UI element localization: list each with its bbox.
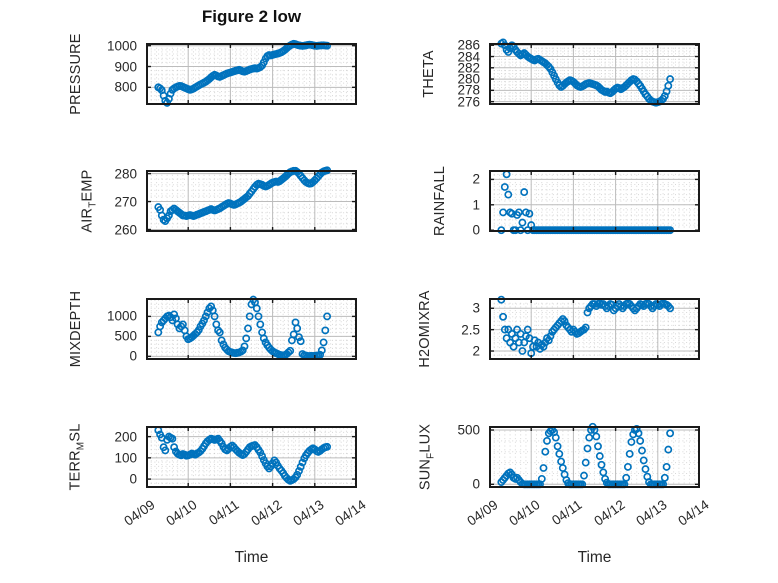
- y-axis-label-h2omixra: H2OMIXRA: [417, 290, 433, 368]
- subplot-pressure: 800 900 1000 PRESSURE: [68, 33, 357, 115]
- y-tick-label-air_temp: 260: [114, 221, 137, 237]
- data-markers-h2omixra: [497, 295, 675, 358]
- y-tick-label-h2omixra: 3: [472, 300, 480, 316]
- x-tick-label: 04/11: [206, 497, 242, 529]
- y-tick-label-pressure: 1000: [106, 37, 137, 53]
- plot-area-theta: [489, 38, 700, 107]
- data-markers-sun_flux: [497, 422, 675, 489]
- y-axis-label-pressure: PRESSURE: [68, 33, 84, 115]
- plot-area-air_temp: [146, 166, 357, 232]
- y-tick-label-pressure: 900: [114, 58, 137, 74]
- y-tick-label-air_temp: 280: [114, 165, 137, 181]
- y-tick-label-theta: 284: [457, 48, 480, 64]
- y-tick-label-terr_msl: 200: [114, 428, 137, 444]
- y-tick-label-air_temp: 270: [114, 193, 137, 209]
- data-markers-air_temp: [154, 166, 332, 226]
- x-tick-label: 04/14: [332, 497, 369, 529]
- x-axis-label-right: Time: [577, 549, 612, 566]
- y-axis-label-air_temp: AIRTEMP: [79, 169, 99, 233]
- data-markers-rainfall: [497, 170, 675, 235]
- subplot-rainfall: 0 1 2 RAINFALL: [432, 166, 700, 236]
- y-tick-label-rainfall: 2: [472, 171, 480, 187]
- y-tick-label-pressure: 800: [114, 79, 137, 95]
- y-tick-label-theta: 286: [457, 37, 480, 53]
- y-tick-label-rainfall: 1: [472, 197, 480, 213]
- y-tick-label-theta: 280: [457, 71, 480, 87]
- y-tick-label-sun_flux: 0: [472, 476, 480, 492]
- figure-title: Figure 2 low: [201, 7, 302, 26]
- subplot-terr-msl: 0 100 200 TERRMSL 04/09 04/10 04/11 04/12 04/13 0…: [68, 424, 369, 529]
- y-axis-label-mixdepth: MIXDEPTH: [68, 290, 84, 368]
- x-tick-label: 04/10: [506, 497, 543, 529]
- data-markers-terr_msl: [154, 426, 332, 485]
- plot-area-sun_flux: [489, 422, 700, 489]
- y-axis-label-rainfall: RAINFALL: [432, 165, 448, 237]
- x-tick-label: 04/12: [590, 497, 628, 529]
- subplot-mixdepth: 0 500 1000 MIXDEPTH: [68, 291, 357, 367]
- x-tick-label: 04/10: [163, 497, 200, 529]
- x-tick-label: 04/09: [464, 497, 501, 529]
- y-tick-label-mixdepth: 0: [129, 348, 137, 364]
- x-tick-label: 04/13: [290, 497, 327, 529]
- y-tick-label-theta: 278: [457, 82, 480, 98]
- y-tick-label-theta: 282: [457, 60, 480, 76]
- y-axis-label-sun_flux: SUNFLUX: [417, 423, 437, 491]
- y-tick-label-theta: 276: [457, 93, 480, 109]
- y-tick-label-terr_msl: 0: [129, 471, 137, 487]
- plot-area-pressure: [146, 39, 357, 107]
- subplot-h2omixra: 2 2.5 3 H2OMIXRA: [417, 290, 700, 368]
- x-tick-label: 04/11: [549, 497, 585, 529]
- y-axis-label-theta: THETA: [421, 50, 437, 98]
- y-tick-label-sun_flux: 500: [457, 422, 480, 438]
- y-axis-label-terr_msl: TERRMSL: [67, 423, 87, 491]
- subplot-theta: 276 278 280 282 284 286 THETA: [421, 38, 700, 108]
- data-markers-mixdepth: [154, 295, 332, 360]
- y-tick-label-mixdepth: 500: [114, 328, 137, 344]
- data-markers-theta: [497, 38, 675, 107]
- subplot-air-temp: 260 270 280 AIRTEMP: [80, 166, 357, 236]
- subplot-sun-flux: 0 500 SUNFLUX 04/09 04/10 04/11 04/12 04/13 04/1…: [418, 422, 712, 529]
- x-tick-label: 04/12: [247, 497, 285, 529]
- y-tick-label-h2omixra: 2: [472, 343, 480, 359]
- y-tick-label-rainfall: 0: [472, 222, 480, 238]
- y-tick-label-terr_msl: 100: [114, 450, 137, 466]
- plot-area-mixdepth: [146, 295, 357, 360]
- x-axis-label-left: Time: [234, 549, 269, 566]
- plot-area-rainfall: [489, 170, 700, 235]
- plot-area-terr_msl: [146, 426, 357, 488]
- x-tick-label: 04/14: [675, 497, 712, 529]
- x-tick-label: 04/09: [121, 497, 158, 529]
- x-tick-label: 04/13: [633, 497, 670, 529]
- y-tick-label-h2omixra: 2.5: [461, 321, 480, 337]
- plot-area-h2omixra: [489, 295, 700, 360]
- y-tick-label-mixdepth: 1000: [106, 308, 137, 324]
